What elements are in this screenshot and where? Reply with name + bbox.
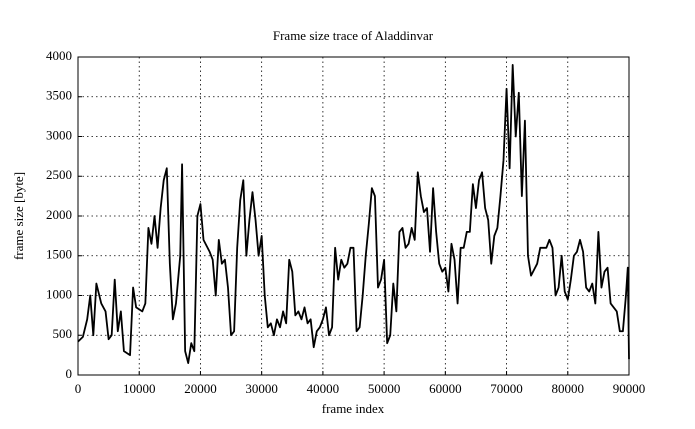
x-tick-label: 10000 (123, 381, 156, 396)
y-tick-label: 2000 (46, 207, 72, 222)
x-tick-label: 50000 (368, 381, 401, 396)
y-tick-label: 500 (53, 326, 73, 341)
x-tick-label: 20000 (184, 381, 217, 396)
trace-line (77, 64, 630, 364)
y-tick-label: 1500 (46, 247, 72, 262)
y-tick-label: 4000 (46, 48, 72, 63)
y-tick-label: 0 (66, 366, 73, 381)
y-tick-label: 3500 (46, 88, 72, 103)
x-tick-label: 30000 (245, 381, 278, 396)
x-tick-label: 80000 (552, 381, 585, 396)
y-axis-label: frame size [byte] (11, 172, 26, 260)
chart-title: Frame size trace of Aladdinvar (273, 28, 434, 43)
x-tick-label: 0 (75, 381, 82, 396)
y-tick-label: 3000 (46, 127, 72, 142)
x-tick-label: 70000 (490, 381, 523, 396)
x-axis-label: frame index (322, 401, 385, 416)
x-tick-label: 40000 (307, 381, 340, 396)
x-tick-label: 90000 (613, 381, 646, 396)
y-tick-label: 2500 (46, 167, 72, 182)
y-tick-label: 1000 (46, 286, 72, 301)
x-tick-label: 60000 (429, 381, 462, 396)
